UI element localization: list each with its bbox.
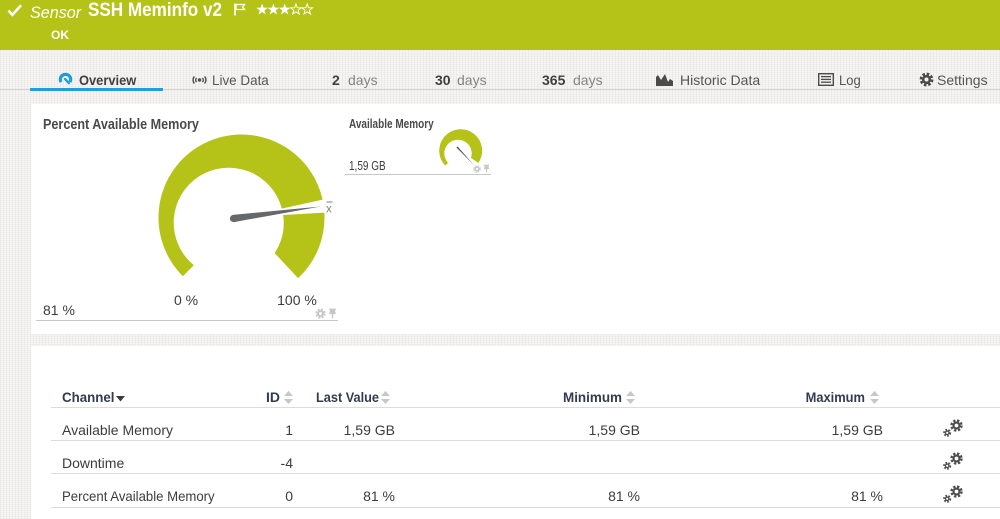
svg-text:x: x — [326, 204, 332, 216]
